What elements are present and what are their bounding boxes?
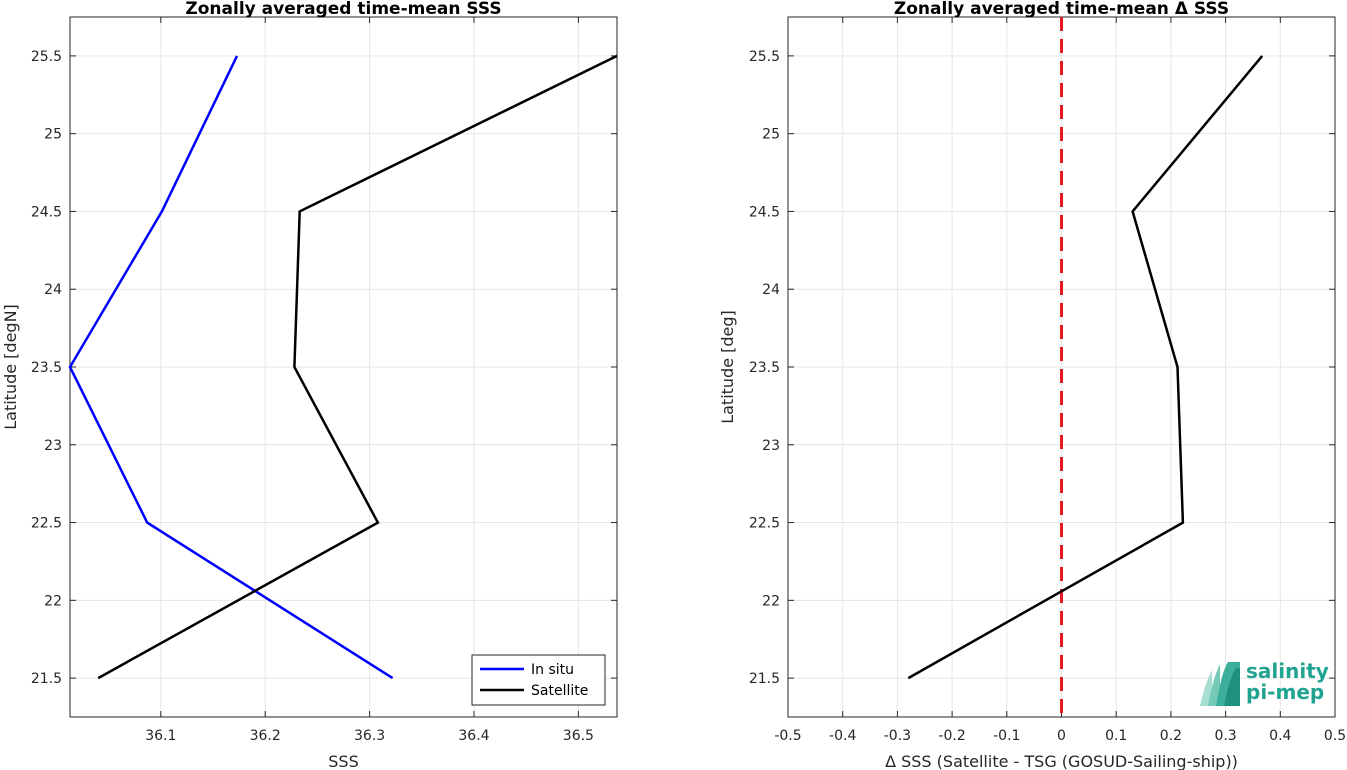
sss-legend-label: In situ bbox=[531, 662, 574, 678]
dsss-y-tick-label: 22 bbox=[762, 593, 780, 609]
sss-x-tick-label: 36.1 bbox=[145, 728, 176, 744]
dsss-x-tick-label: 0.5 bbox=[1324, 728, 1346, 744]
sss-grid bbox=[70, 17, 617, 717]
dsss-y-tick-label: 21.5 bbox=[749, 671, 780, 687]
sss-y-tick-label: 22.5 bbox=[31, 516, 62, 532]
dsss-x-tick-label: 0.2 bbox=[1160, 728, 1182, 744]
dsss-x-tick-label: 0.3 bbox=[1214, 728, 1236, 744]
dsss-y-tick-label: 22.5 bbox=[749, 516, 780, 532]
sss-profile-chart: 36.1 36.2 36.3 36.4 36.5 21.5 22 22.5 23 23.5 24 24… bbox=[1, 0, 618, 770]
dsss-chart-title: Zonally averaged time-mean Δ SSS bbox=[894, 0, 1229, 19]
sss-x-tick-label: 36.3 bbox=[354, 728, 385, 744]
sss-x-axis-label: SSS bbox=[328, 752, 358, 770]
dsss-y-tick-label: 24 bbox=[762, 282, 780, 298]
dsss-x-tick-label: -0.1 bbox=[993, 728, 1020, 744]
dsss-y-tick-label: 25.5 bbox=[749, 49, 780, 65]
dsss-y-axis-label: Latitude [deg] bbox=[718, 310, 737, 424]
sss-y-tick-label: 21.5 bbox=[31, 671, 62, 687]
dsss-y-tick-label: 23 bbox=[762, 438, 780, 454]
dsss-y-tick-label: 24.5 bbox=[749, 204, 780, 220]
sss-series-in-situ bbox=[68, 55, 394, 680]
sss-series-satellite bbox=[97, 54, 618, 680]
dsss-y-tick-label: 25 bbox=[762, 127, 780, 143]
dsss-x-tick-label: -0.2 bbox=[938, 728, 965, 744]
sss-x-tick-label: 36.2 bbox=[250, 728, 281, 744]
wave-logo-icon bbox=[1200, 662, 1240, 706]
sss-legend-box bbox=[471, 654, 606, 706]
salinity-pimep-logo: salinity pi-mep bbox=[1200, 659, 1329, 706]
dsss-x-tick-label: -0.5 bbox=[774, 728, 801, 744]
logo-line2: pi-mep bbox=[1246, 680, 1324, 704]
dsss-y-tick-label: 23.5 bbox=[749, 360, 780, 376]
sss-legend: In situ Satellite bbox=[471, 654, 606, 706]
sss-chart-title: Zonally averaged time-mean SSS bbox=[185, 0, 501, 19]
sss-y-tick-label: 25.5 bbox=[31, 49, 62, 65]
sss-x-tick-label: 36.4 bbox=[458, 728, 489, 744]
dsss-x-tick-label: -0.4 bbox=[829, 728, 856, 744]
sss-x-tick-label: 36.5 bbox=[563, 728, 594, 744]
dsss-x-axis-label: Δ SSS (Satellite - TSG (GOSUD-Sailing-sh… bbox=[885, 752, 1238, 770]
sss-y-tick-label: 25 bbox=[44, 127, 62, 143]
sss-y-tick-label: 24.5 bbox=[31, 204, 62, 220]
sss-y-tick-label: 23 bbox=[44, 438, 62, 454]
dsss-series-delta bbox=[907, 55, 1264, 680]
sss-legend-label: Satellite bbox=[531, 683, 588, 699]
sss-y-tick-label: 23.5 bbox=[31, 360, 62, 376]
dsss-x-tick-label: 0 bbox=[1057, 728, 1066, 744]
dsss-x-tick-label: 0.4 bbox=[1269, 728, 1291, 744]
sss-y-axis-label: Latitude [degN] bbox=[1, 304, 20, 430]
delta-sss-profile-chart: -0.5 -0.4 -0.3 -0.2 -0.1 0 0.1 0.2 0.3 0.4 0.5 21.5… bbox=[718, 0, 1346, 770]
sss-y-tick-label: 24 bbox=[44, 282, 62, 298]
sss-y-tick-label: 22 bbox=[44, 593, 62, 609]
logo-line1: salinity bbox=[1246, 659, 1329, 683]
dsss-x-tick-label: 0.1 bbox=[1105, 728, 1127, 744]
dsss-x-tick-label: -0.3 bbox=[884, 728, 911, 744]
